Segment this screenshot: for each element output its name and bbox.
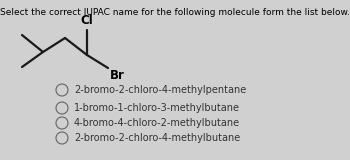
Text: 1-bromo-1-chloro-3-methylbutane: 1-bromo-1-chloro-3-methylbutane (74, 103, 240, 113)
Text: Cl: Cl (80, 14, 93, 27)
Text: Select the correct IUPAC name for the following molecule form the list below.: Select the correct IUPAC name for the fo… (0, 8, 350, 17)
Text: 4-bromo-4-chloro-2-methylbutane: 4-bromo-4-chloro-2-methylbutane (74, 118, 240, 128)
Text: 2-bromo-2-chloro-4-methylbutane: 2-bromo-2-chloro-4-methylbutane (74, 133, 240, 143)
Text: Br: Br (110, 69, 125, 82)
Text: 2-bromo-2-chloro-4-methylpentane: 2-bromo-2-chloro-4-methylpentane (74, 85, 246, 95)
